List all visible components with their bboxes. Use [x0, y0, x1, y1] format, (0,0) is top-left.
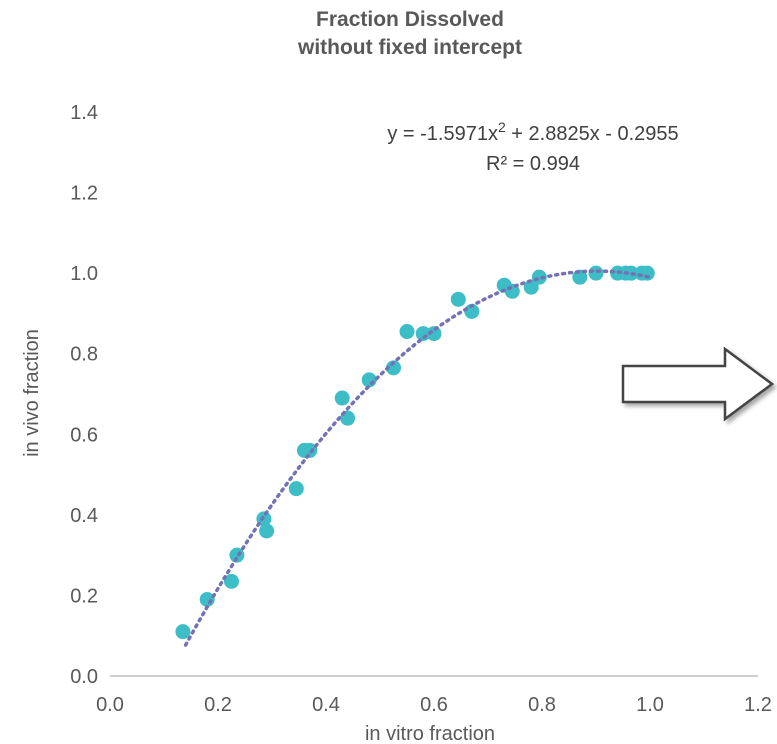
y-tick-label: 0.6 [70, 424, 98, 446]
chart-title: Fraction Dissolved [316, 8, 504, 31]
right-arrow-icon [621, 346, 775, 422]
data-point [639, 265, 655, 281]
x-axis-label: in vitro fraction [365, 723, 495, 744]
data-point [426, 326, 442, 342]
x-tick-label: 0.4 [312, 694, 340, 716]
y-tick-labels: 0.0 0.2 0.4 0.6 0.8 1.0 1.2 1.4 [70, 102, 98, 688]
y-tick-label: 0.2 [70, 585, 98, 607]
x-tick-labels: 0.0 0.2 0.4 0.6 0.8 1.0 1.2 [96, 694, 772, 716]
y-tick-label: 1.2 [70, 183, 98, 205]
r-squared-label: R² = 0.994 [486, 153, 580, 175]
data-point [399, 324, 415, 340]
data-point [259, 523, 275, 539]
equation-rest: + 2.8825x - 0.2955 [506, 123, 679, 145]
polynomial-trendline [183, 269, 652, 647]
data-point [415, 326, 431, 342]
data-point [199, 591, 215, 607]
data-point [224, 573, 239, 589]
x-tick-label: 0.8 [528, 694, 556, 716]
data-point [302, 442, 318, 458]
data-point [523, 279, 539, 295]
y-tick-label: 0.0 [70, 666, 98, 688]
trendline-equation: y = -1.5971x2 + 2.8825x - 0.2955 [387, 119, 678, 145]
x-tick-label: 1.2 [744, 694, 772, 716]
x-tick-label: 0.6 [420, 694, 448, 716]
data-point [288, 481, 304, 497]
chart-subtitle: without fixed intercept [297, 36, 522, 59]
x-tick-label: 0.2 [204, 694, 232, 716]
equation-superscript: 2 [498, 119, 506, 135]
x-tick-label: 1.0 [636, 694, 664, 716]
equation-main: y = -1.5971x [387, 123, 498, 145]
data-point [588, 265, 604, 281]
data-points [175, 265, 655, 640]
y-axis-label: in vivo fraction [21, 329, 43, 457]
y-tick-label: 1.0 [70, 263, 98, 285]
data-point [175, 624, 191, 640]
y-tick-label: 1.4 [70, 102, 98, 124]
data-point [464, 303, 480, 319]
y-tick-label: 0.4 [70, 505, 98, 527]
y-tick-label: 0.8 [70, 344, 98, 366]
data-point [334, 390, 350, 406]
data-point [450, 291, 466, 307]
data-point [361, 372, 377, 388]
x-tick-label: 0.0 [96, 694, 124, 716]
data-point [386, 360, 401, 376]
